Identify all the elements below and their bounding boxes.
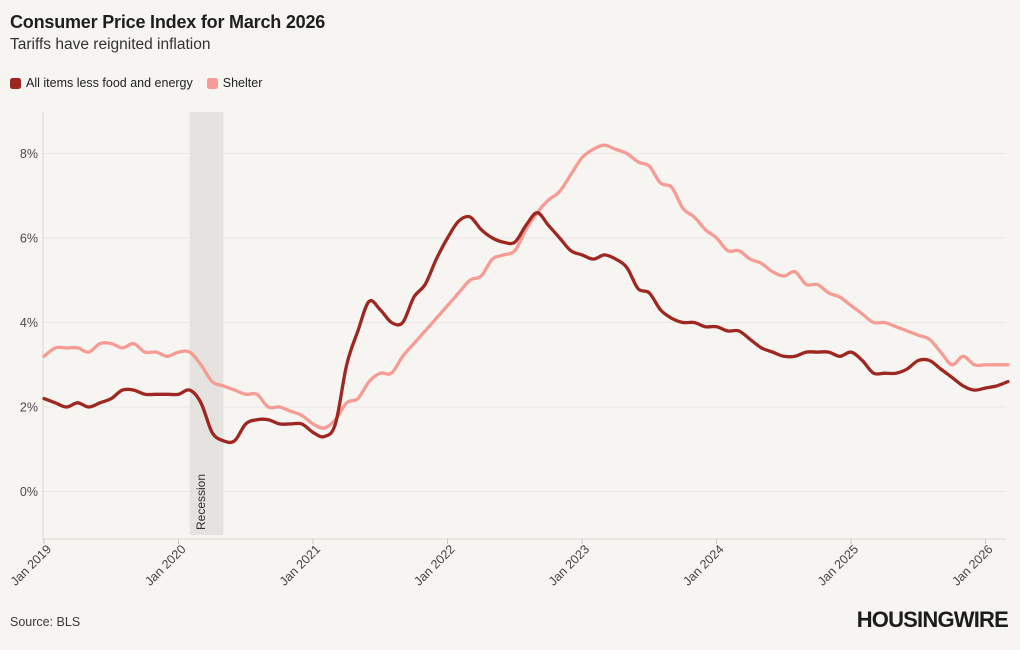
legend-item-shelter: Shelter <box>206 76 263 90</box>
y-gridlines <box>43 153 1006 492</box>
x-tick-label: Jan 2025 <box>815 542 861 588</box>
x-axis-labels: Jan 2019 Jan 2020 Jan 2021 Jan 2022 Jan 2023… <box>8 539 996 588</box>
y-tick-label: 2% <box>20 401 38 415</box>
core-series-swatch-icon <box>10 77 21 89</box>
series-line-all-items-less-food-and-energy <box>42 211 1010 445</box>
shelter-series-swatch-icon <box>206 77 218 89</box>
x-tick-label: Jan 2021 <box>277 542 323 588</box>
legend-item-core: All items less food and energy <box>10 76 193 90</box>
y-tick-label: 4% <box>20 316 38 330</box>
x-tick-label: Jan 2026 <box>949 542 995 588</box>
y-tick-label: 0% <box>20 485 38 499</box>
recession-band <box>189 112 224 535</box>
page-title: Consumer Price Index for March 2026 <box>10 12 326 32</box>
x-tick-label: Jan 2022 <box>411 542 457 588</box>
chart-header: Consumer Price Index for March 2026 Tari… <box>10 10 325 55</box>
y-axis-labels: 0% 2% 4% 6% 8% <box>20 147 38 499</box>
x-tick-label: Jan 2019 <box>8 542 54 588</box>
recession-label: Recession <box>194 474 208 530</box>
chart-legend: All items less food and energy Shelter <box>10 76 262 90</box>
x-tick-label: Jan 2024 <box>680 542 726 588</box>
page-subtitle: Tariffs have reignited inflation <box>10 36 211 53</box>
series-line-shelter <box>42 143 1010 430</box>
legend-label: All items less food and energy <box>26 76 193 90</box>
legend-label: Shelter <box>222 76 263 90</box>
x-tick-label: Jan 2023 <box>546 542 592 588</box>
y-tick-label: 6% <box>20 232 38 246</box>
x-tick-label: Jan 2020 <box>142 542 188 588</box>
housingwire-logo: HOUSINGWIRE <box>856 607 1009 632</box>
y-tick-label: 8% <box>20 147 38 161</box>
source-note: Source: BLS <box>10 615 81 629</box>
